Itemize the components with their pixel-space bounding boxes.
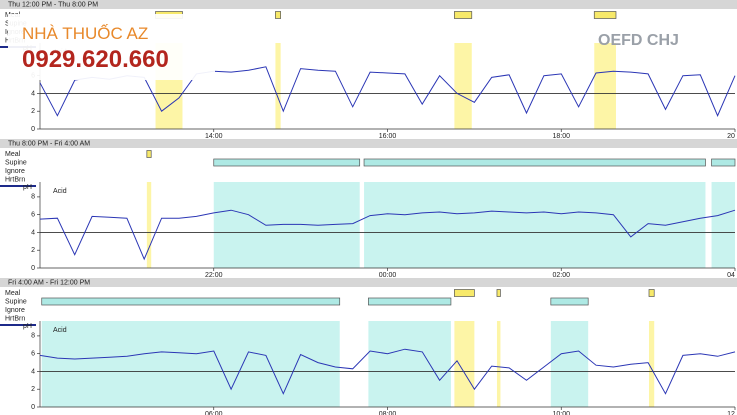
annotation: Acid bbox=[53, 327, 67, 334]
x-tick-label: 22:00 bbox=[205, 272, 223, 279]
event-label: Meal bbox=[5, 151, 21, 158]
event-bar bbox=[213, 158, 361, 167]
event-bar bbox=[711, 158, 736, 167]
y-tick-label: 2 bbox=[31, 108, 35, 115]
annotation: Acid bbox=[53, 188, 67, 195]
y-tick-label: 2 bbox=[31, 247, 35, 254]
x-tick-label: 16:00 bbox=[379, 133, 397, 140]
event-shade bbox=[550, 321, 589, 407]
panel-title: Thu 8:00 PM - Fri 4:00 AM bbox=[8, 140, 90, 147]
event-shade bbox=[711, 182, 735, 268]
event-bar bbox=[496, 289, 501, 297]
event-shade bbox=[594, 43, 616, 129]
label-underline bbox=[0, 185, 36, 187]
event-bar bbox=[275, 11, 281, 19]
event-shade bbox=[454, 43, 472, 129]
event-label: Supine bbox=[5, 159, 27, 166]
panel-title: Thu 12:00 PM - Thu 8:00 PM bbox=[8, 1, 98, 8]
y-tick-label: 0 bbox=[31, 126, 35, 133]
event-label: Ignore bbox=[5, 307, 25, 314]
y-tick-label: 0 bbox=[31, 265, 35, 272]
y-tick-label: 4 bbox=[31, 90, 35, 97]
watermark-phone: 0929.620.660 bbox=[22, 46, 169, 73]
ph-trace bbox=[39, 209, 736, 261]
event-bar bbox=[368, 297, 452, 306]
y-tick-label: 8 bbox=[31, 333, 35, 340]
event-shade bbox=[213, 182, 360, 268]
ph-trace bbox=[39, 348, 736, 395]
event-shade bbox=[648, 321, 655, 407]
event-shade bbox=[364, 182, 706, 268]
y-tick-label: 0 bbox=[31, 404, 35, 411]
event-shade bbox=[275, 43, 281, 129]
event-bar bbox=[146, 150, 152, 158]
label-underline bbox=[0, 324, 36, 326]
y-tick-label: 6 bbox=[31, 212, 35, 219]
event-bar bbox=[363, 158, 706, 167]
event-shade bbox=[496, 321, 501, 407]
event-shade bbox=[454, 321, 475, 407]
x-tick-label: 14:00 bbox=[205, 133, 223, 140]
y-tick-label: 4 bbox=[31, 368, 35, 375]
event-bar bbox=[648, 289, 655, 297]
event-bar bbox=[550, 297, 589, 306]
y-axis-label: pH bbox=[23, 323, 32, 330]
watermark-code: OEFD CHJ bbox=[598, 32, 679, 49]
event-label: HrtBrn bbox=[5, 315, 25, 322]
x-tick-label: 18:00 bbox=[552, 133, 570, 140]
panel-title: Fri 4:00 AM - Fri 12:00 PM bbox=[8, 279, 90, 286]
watermark-box: NHÀ THUỐC AZ 0929.620.660 bbox=[8, 14, 215, 80]
panel-header bbox=[0, 0, 737, 9]
event-shade bbox=[146, 182, 152, 268]
x-tick-label: 02:00 bbox=[552, 272, 570, 279]
y-tick-label: 4 bbox=[31, 229, 35, 236]
event-label: HrtBrn bbox=[5, 176, 25, 183]
event-shade bbox=[368, 321, 451, 407]
panel-header bbox=[0, 278, 737, 287]
event-bar bbox=[593, 11, 617, 19]
event-bar bbox=[454, 289, 475, 297]
ph-trace bbox=[39, 66, 736, 117]
event-bar bbox=[454, 11, 473, 19]
event-label: Ignore bbox=[5, 168, 25, 175]
x-tick-label: 10:00 bbox=[552, 411, 570, 415]
x-tick-label: 06:00 bbox=[205, 411, 223, 415]
event-bar bbox=[41, 297, 341, 306]
x-tick-label: 04 bbox=[727, 272, 735, 279]
y-tick-label: 2 bbox=[31, 386, 35, 393]
watermark-brand: NHÀ THUỐC AZ bbox=[22, 24, 149, 43]
x-tick-label: 00:00 bbox=[379, 272, 397, 279]
panel-header bbox=[0, 139, 737, 148]
event-label: Supine bbox=[5, 298, 27, 305]
x-tick-label: 08:00 bbox=[379, 411, 397, 415]
event-label: Meal bbox=[5, 290, 21, 297]
x-tick-label: 12 bbox=[727, 411, 735, 415]
y-tick-label: 6 bbox=[31, 351, 35, 358]
event-shade bbox=[41, 321, 340, 407]
y-tick-label: 8 bbox=[31, 194, 35, 201]
x-tick-label: 20 bbox=[727, 133, 735, 140]
y-axis-label: pH bbox=[23, 184, 32, 191]
